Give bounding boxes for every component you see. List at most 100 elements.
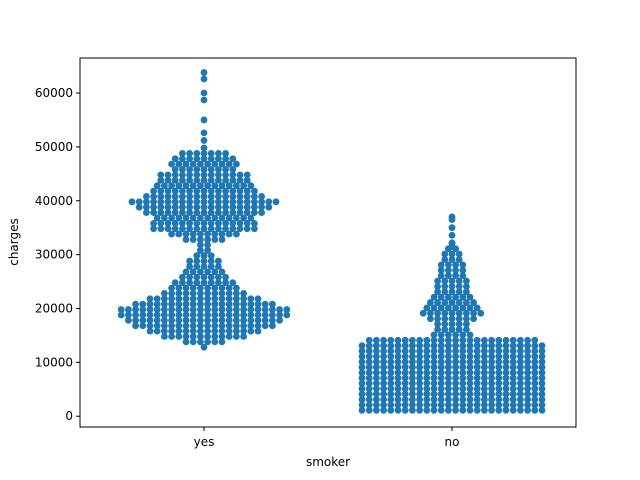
data-point [236,171,244,179]
data-point [502,358,510,366]
data-point [240,214,248,222]
data-point [132,300,140,308]
data-point [481,390,488,398]
data-point [204,214,212,222]
data-point [218,284,226,292]
data-point [215,203,222,211]
data-point-outlier [448,243,456,250]
data-point [488,353,495,360]
data-point [401,369,409,376]
data-point [175,160,183,168]
data-point [254,316,262,324]
data-point [207,176,215,184]
data-point [247,300,255,308]
data-point [207,225,215,233]
data-point [466,390,474,398]
data-point [171,203,179,211]
data-point [452,353,459,360]
data-point [445,266,452,274]
data-point [218,230,226,238]
data-point [473,363,481,371]
data-point [423,342,431,350]
data-point [175,322,183,330]
data-point [409,401,416,409]
data-point [207,257,215,265]
data-point [236,176,244,184]
data-point [437,347,445,355]
data-point [401,390,409,398]
data-point [222,225,230,233]
data-point [502,385,510,393]
data-point [211,284,219,292]
data-point [445,331,452,339]
data-point [524,390,531,398]
data-point [448,277,456,285]
data-point [427,315,434,323]
data-point [502,363,510,371]
data-point [272,198,280,206]
data-point [409,336,416,344]
data-point [495,363,503,371]
data-point [240,290,248,297]
data-point [463,315,470,323]
data-point [448,309,456,317]
y-tick-label: 10000 [35,355,73,369]
data-point [459,379,467,387]
data-point [243,193,251,200]
data-point [430,347,438,355]
data-point [143,198,150,206]
data-point [434,320,441,328]
data-point [204,306,212,313]
data-point [189,214,197,222]
data-point-outlier [200,137,208,144]
data-point [218,236,226,243]
data-point [466,331,474,339]
data-point [423,385,431,393]
data-point [380,401,387,409]
data-point [524,401,531,409]
data-point [233,284,240,292]
data-point [538,379,546,387]
data-point [538,385,546,393]
data-point [531,401,539,409]
data-point [233,333,240,340]
data-point [258,198,265,206]
data-point [445,379,452,387]
data-point [459,304,467,312]
data-point [171,166,179,173]
data-point [466,353,474,360]
data-point [179,149,186,157]
data-point [524,363,531,371]
data-point [161,316,168,324]
data-point [157,203,165,211]
data-point [524,342,531,350]
data-point [189,230,197,238]
data-point [171,187,179,195]
data-point [481,379,488,387]
data-point [265,198,273,206]
data-point [189,311,197,319]
data-point [168,311,176,319]
data-point [229,166,237,173]
data-point [215,209,222,217]
data-point [204,316,212,324]
data-point [445,374,452,382]
data-point [473,347,481,355]
data-point [186,203,194,211]
data-point [373,358,380,366]
data-point [204,246,212,254]
swarm-points [117,69,546,414]
data-point [466,347,474,355]
data-point [135,198,143,206]
data-point [189,295,197,303]
data-point [373,369,380,376]
data-point [409,390,416,398]
data-point [387,353,395,360]
data-point [225,327,233,335]
data-point [236,187,244,195]
data-point [168,182,176,190]
data-point [182,214,190,222]
data-point [365,374,373,382]
data-point [157,225,165,233]
data-point [233,316,240,324]
